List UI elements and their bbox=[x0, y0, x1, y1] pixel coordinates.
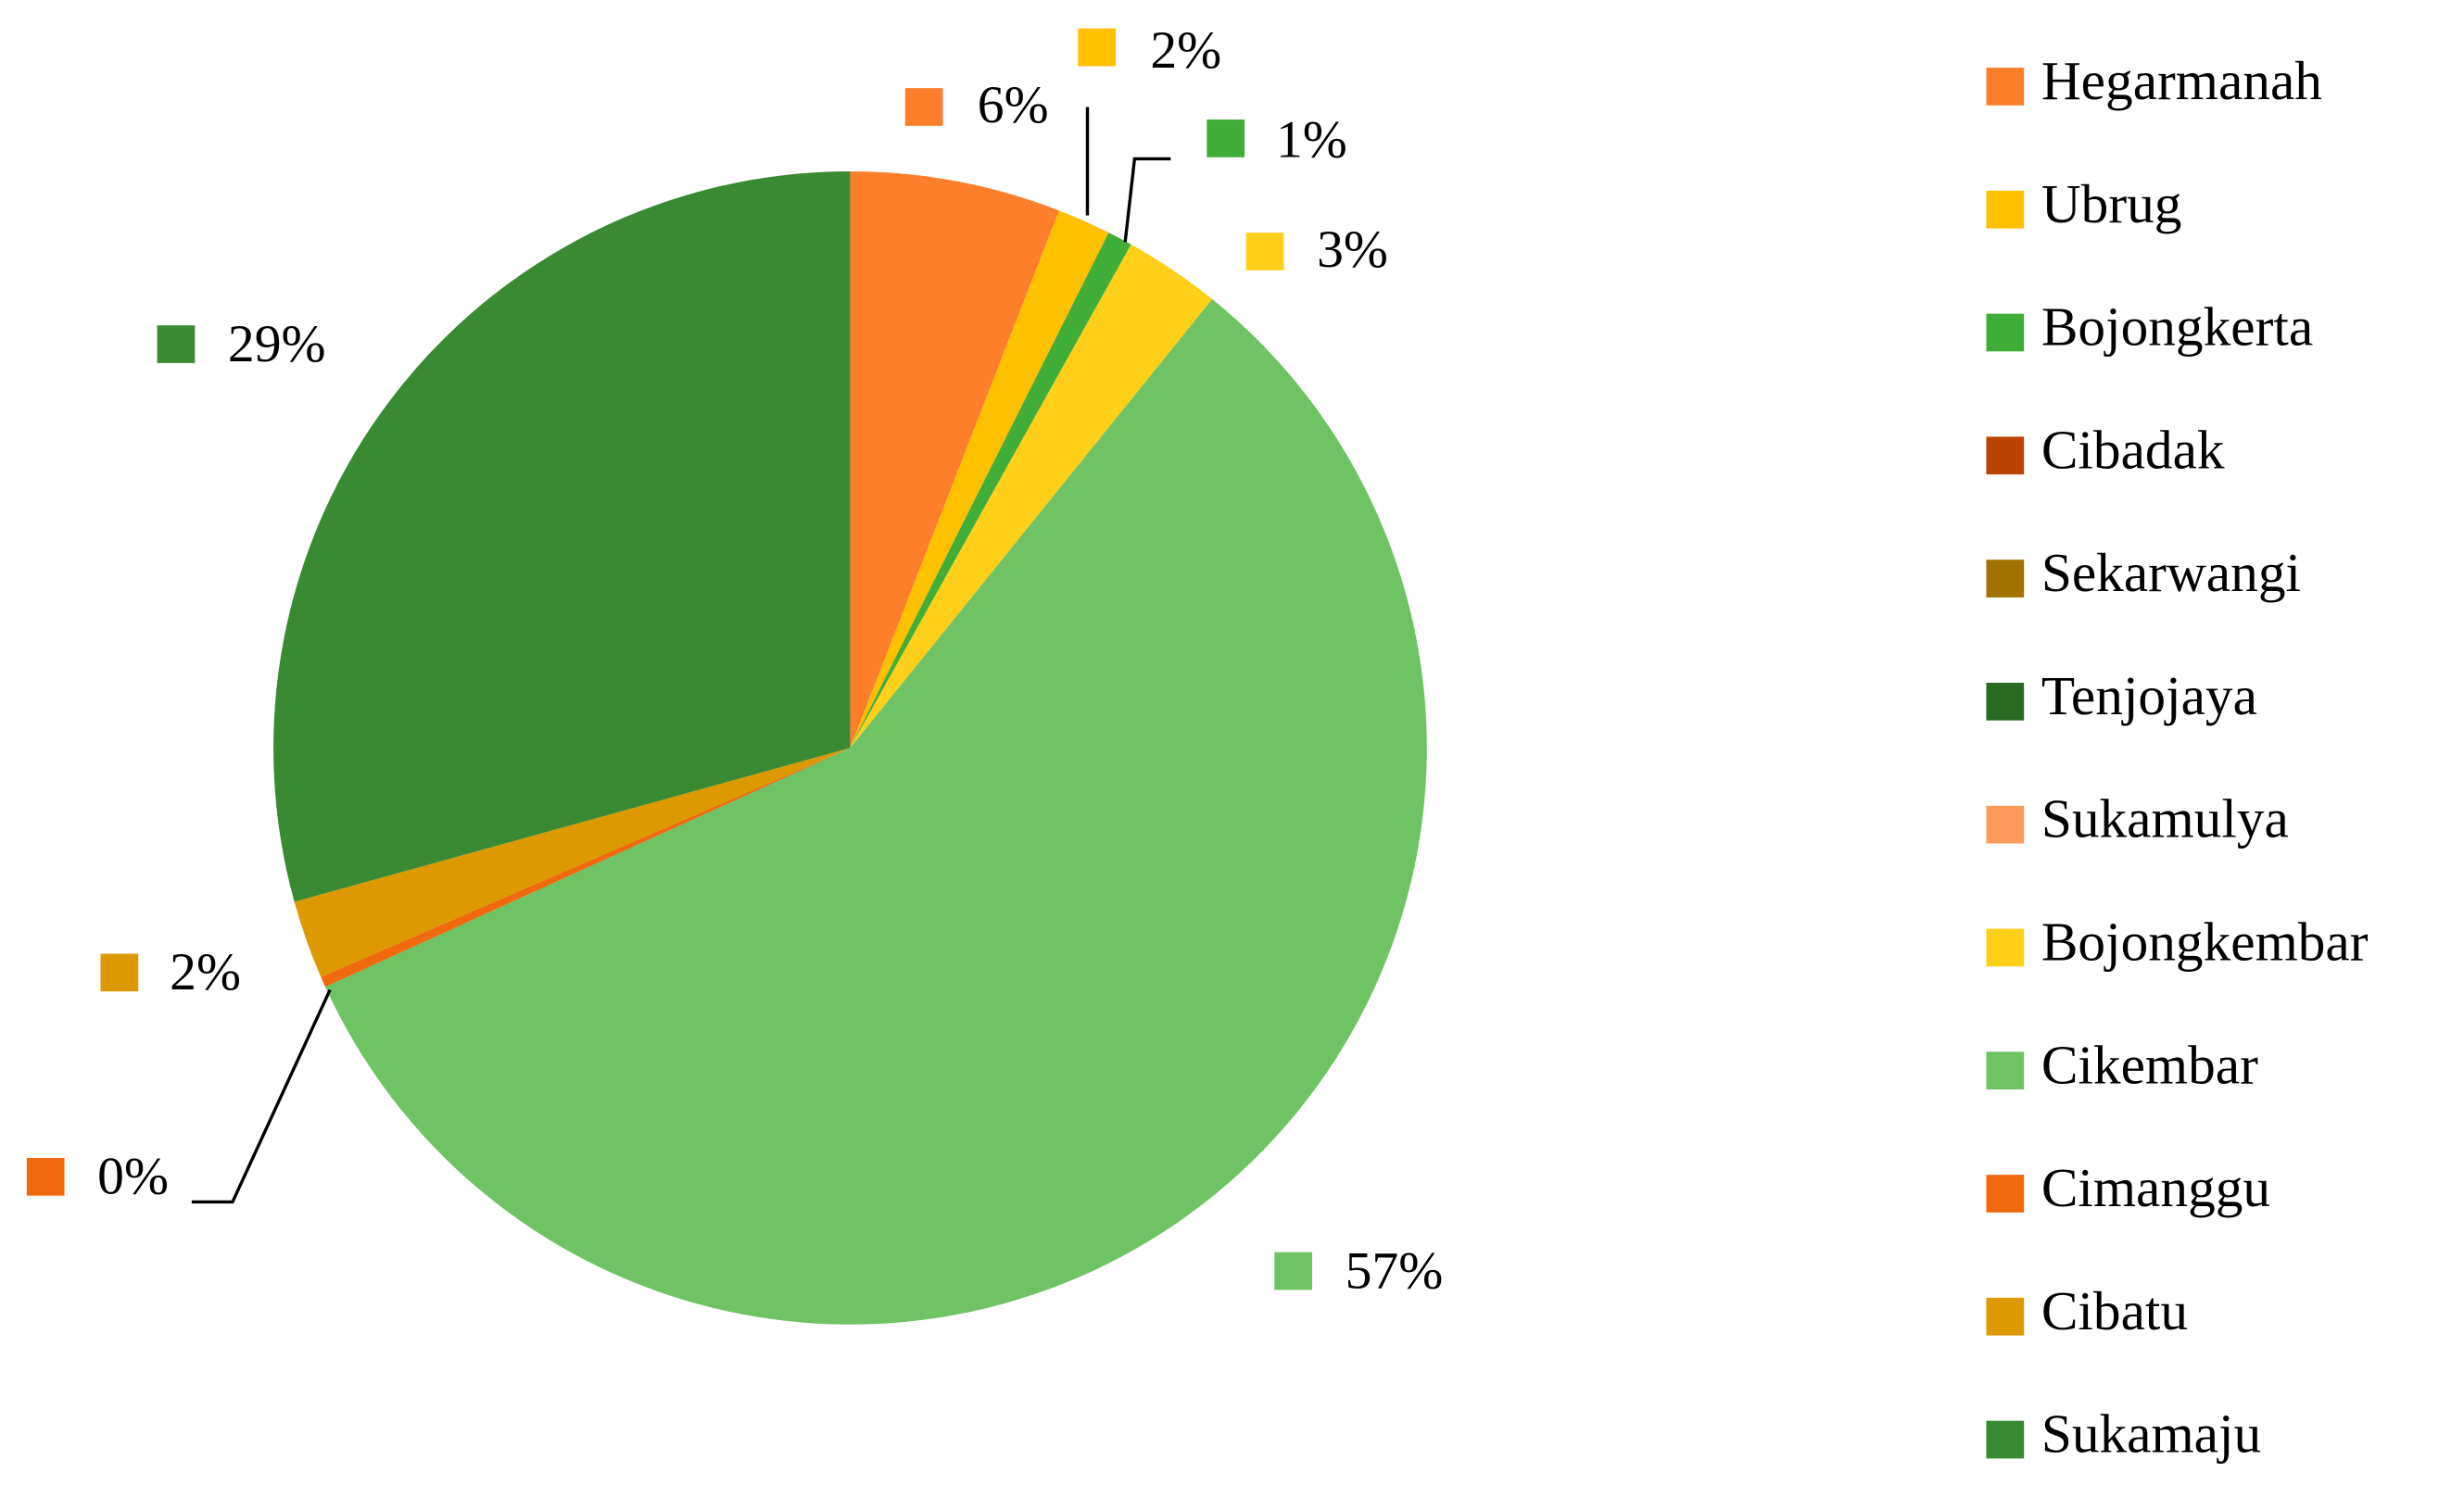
data-label: 2% bbox=[170, 943, 241, 1001]
legend-swatch bbox=[1986, 682, 2025, 721]
data-label-key bbox=[26, 1157, 65, 1196]
legend-label: Hegarmanah bbox=[2041, 50, 2322, 111]
data-label-key bbox=[1078, 28, 1117, 67]
data-label: 29% bbox=[228, 315, 326, 373]
legend-swatch bbox=[1986, 1051, 2025, 1090]
legend-swatch bbox=[1986, 313, 2025, 352]
data-label: 57% bbox=[1346, 1241, 1444, 1300]
data-label-key bbox=[1207, 120, 1245, 157]
leader-line bbox=[191, 988, 332, 1204]
legend-swatch bbox=[1986, 68, 2025, 106]
pie-slice bbox=[850, 171, 1059, 749]
pie-slice bbox=[850, 244, 1213, 749]
legend-swatch bbox=[1986, 805, 2025, 844]
legend-label: Sukamaju bbox=[2041, 1403, 2261, 1465]
legend-swatch bbox=[1986, 436, 2025, 475]
legend-label: Bojongkembar bbox=[2041, 912, 2369, 973]
data-label: 0% bbox=[97, 1148, 169, 1206]
legend-label: Tenjojaya bbox=[2041, 665, 2257, 726]
data-label-key bbox=[100, 953, 139, 992]
pie-slice bbox=[321, 748, 851, 988]
legend-swatch bbox=[1986, 1175, 2025, 1213]
legend-label: Cikembar bbox=[2041, 1034, 2258, 1095]
legend-swatch bbox=[1986, 1420, 2025, 1459]
data-label: 3% bbox=[1317, 220, 1388, 279]
legend-label: Cibatu bbox=[2041, 1280, 2188, 1341]
data-label-key bbox=[904, 88, 943, 126]
legend-label: Bojongkerta bbox=[2041, 296, 2313, 358]
pie-slice bbox=[850, 233, 1131, 749]
data-label-key bbox=[1274, 1252, 1312, 1290]
legend-swatch bbox=[1986, 928, 2025, 967]
legend-label: Ubrug bbox=[2041, 173, 2182, 234]
data-label-key bbox=[1245, 233, 1284, 271]
data-label: 2% bbox=[1150, 21, 1221, 80]
leader-line bbox=[1123, 157, 1171, 243]
legend-label: Sekarwangi bbox=[2041, 542, 2301, 603]
pie-slice bbox=[325, 298, 1427, 1325]
legend-swatch bbox=[1986, 1297, 2025, 1336]
legend-label: Sukamulya bbox=[2041, 788, 2289, 849]
legend-label: Cimanggu bbox=[2041, 1157, 2270, 1218]
pie-slice bbox=[850, 210, 1109, 749]
pie-slice bbox=[294, 748, 851, 977]
data-label: 1% bbox=[1276, 110, 1347, 169]
data-label: 6% bbox=[978, 76, 1049, 134]
legend-swatch bbox=[1986, 560, 2025, 598]
legend-swatch bbox=[1986, 190, 2025, 229]
pie-slice bbox=[273, 171, 851, 902]
data-label-key bbox=[157, 325, 196, 363]
legend-label: Cibadak bbox=[2041, 419, 2225, 480]
